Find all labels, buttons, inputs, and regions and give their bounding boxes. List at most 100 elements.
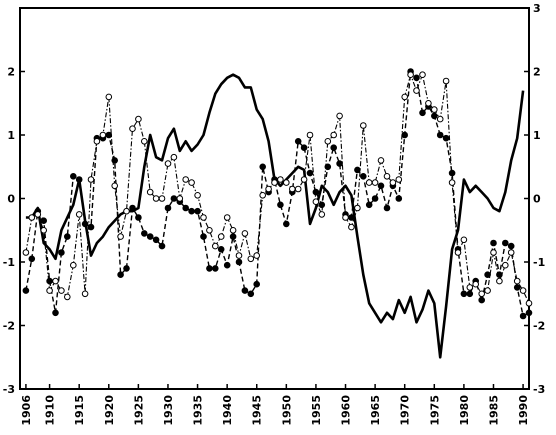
- series-2-point-78: [484, 287, 491, 294]
- series-1-point-5: [52, 309, 59, 317]
- y-tick-label-right: -3: [533, 383, 545, 396]
- series-1-point-84: [519, 312, 527, 320]
- series-2-point-16: [117, 233, 124, 240]
- series-2-point-65: [407, 71, 414, 78]
- series-1-point-55: [348, 214, 355, 221]
- series-2-point-45: [289, 185, 296, 193]
- series-1-point-49: [312, 188, 320, 196]
- series-1-point-27: [182, 204, 189, 212]
- series-2-point-55: [348, 223, 355, 231]
- series-2-point-29: [194, 192, 201, 199]
- series-2-point-5: [52, 277, 59, 285]
- series-1-point-25: [170, 195, 178, 202]
- series-2-point-1: [28, 214, 36, 221]
- series-2-point-83: [513, 277, 521, 285]
- series-2-point-50: [318, 211, 326, 218]
- series-1-point-8: [70, 173, 77, 180]
- series-2-point-77: [478, 290, 486, 298]
- plot-frame: [19, 7, 530, 390]
- series-2-point-53: [336, 112, 343, 120]
- series-2-point-18: [129, 125, 136, 132]
- series-2-point-4: [46, 287, 53, 294]
- x-tick-label: 1960: [340, 395, 353, 426]
- series-1-point-81: [502, 239, 509, 247]
- series-2-point-52: [330, 131, 338, 139]
- series-2-point-48: [306, 131, 314, 139]
- series-2-point-25: [170, 153, 178, 161]
- series-1-point-72: [448, 169, 456, 177]
- series-1-point-43: [277, 201, 284, 209]
- series-1-point-70: [436, 131, 444, 139]
- x-tick-label: 1925: [132, 395, 145, 426]
- series-1-point-10: [81, 220, 89, 228]
- series-1-point-69: [431, 112, 438, 120]
- x-tick-label: 1935: [192, 395, 205, 426]
- series-1-point-24: [164, 204, 172, 212]
- series-1-point-63: [395, 195, 403, 202]
- series-2-point-67: [419, 71, 426, 78]
- series-1-point-82: [507, 242, 515, 250]
- series-1-point-1: [28, 255, 36, 263]
- series-1-point-60: [377, 182, 385, 190]
- series-2-point-30: [200, 214, 207, 221]
- series-2-point-10: [81, 290, 89, 298]
- series-2-point-49: [312, 198, 320, 205]
- series-1-point-46: [294, 138, 302, 145]
- series-2-point-19: [135, 115, 142, 123]
- series-1-point-83: [513, 284, 521, 291]
- series-1-point-75: [466, 290, 474, 298]
- series-1-point-0: [22, 287, 30, 294]
- series-2-point-60: [377, 157, 385, 164]
- series-1-point-16: [117, 271, 124, 279]
- series-2-point-35: [229, 227, 237, 234]
- series-2-point-40: [259, 192, 267, 199]
- x-tick-label: 1945: [251, 395, 264, 426]
- series-2-point-37: [241, 230, 249, 237]
- x-tick-label: 1915: [73, 395, 86, 426]
- series-1-point-18: [129, 204, 136, 212]
- series-2-point-36: [235, 252, 243, 259]
- x-tick-label: 1975: [428, 395, 441, 426]
- series-2-point-59: [371, 179, 379, 186]
- y-tick-label-right: 0: [533, 193, 541, 206]
- y-tick-label-left: -1: [3, 256, 15, 269]
- series-1-point-85: [525, 309, 533, 317]
- x-tick-label: 1906: [20, 395, 33, 426]
- series-2-point-17: [123, 207, 130, 215]
- y-tick-label-right: 2: [533, 66, 541, 79]
- series-1-point-28: [188, 207, 195, 215]
- series-1-point-32: [212, 265, 219, 272]
- series-2-point-61: [383, 173, 391, 180]
- series-2-point-8: [70, 261, 77, 269]
- x-tick-label: 1980: [458, 395, 471, 426]
- series-2-point-3: [40, 227, 48, 234]
- series-2-point-56: [354, 204, 361, 212]
- series-2-point-70: [436, 115, 444, 123]
- series-layer: [22, 68, 533, 359]
- series-1-point-47: [300, 144, 308, 151]
- series-2-point-2: [34, 211, 42, 218]
- series-1-point-19: [135, 214, 142, 221]
- series-2-point-31: [206, 227, 213, 234]
- x-tick-label: 1955: [310, 395, 323, 426]
- series-2-point-32: [212, 242, 219, 250]
- series-2-point-43: [277, 176, 284, 183]
- x-tick-label: 1990: [517, 395, 530, 426]
- series-2-point-13: [99, 131, 107, 139]
- series-2-point-62: [389, 179, 397, 186]
- series-1-point-57: [360, 173, 367, 180]
- series-1-point-21: [146, 233, 154, 240]
- x-tick-label: 1965: [369, 395, 382, 426]
- series-1-point-33: [217, 246, 225, 253]
- series-2-point-75: [466, 284, 474, 291]
- series-1-point-56: [354, 166, 361, 174]
- series-2-point-51: [324, 138, 332, 145]
- series-1-point-39: [253, 280, 261, 288]
- series-1-point-52: [330, 144, 338, 151]
- series-2-point-7: [64, 293, 71, 301]
- series-1-point-58: [365, 201, 373, 209]
- series-1-point-79: [490, 239, 497, 247]
- series-2-point-14: [105, 93, 113, 101]
- series-2-point-68: [425, 100, 432, 107]
